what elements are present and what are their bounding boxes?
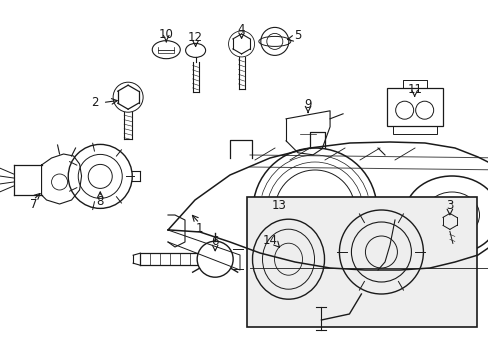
Text: 10: 10 xyxy=(159,28,173,41)
Bar xyxy=(386,88,442,126)
Text: 7: 7 xyxy=(29,198,37,211)
Bar xyxy=(392,126,436,134)
Text: 2: 2 xyxy=(91,96,99,109)
Text: 8: 8 xyxy=(96,195,104,208)
Text: 13: 13 xyxy=(271,199,285,212)
Text: 11: 11 xyxy=(407,83,421,96)
Text: 9: 9 xyxy=(304,98,311,111)
Text: 5: 5 xyxy=(294,29,302,42)
Text: 6: 6 xyxy=(211,235,219,248)
Text: 3: 3 xyxy=(445,199,453,212)
Text: 1: 1 xyxy=(195,222,203,235)
Text: 12: 12 xyxy=(188,31,203,44)
Text: 14: 14 xyxy=(262,234,277,247)
Text: 4: 4 xyxy=(237,23,245,36)
Bar xyxy=(246,197,476,327)
